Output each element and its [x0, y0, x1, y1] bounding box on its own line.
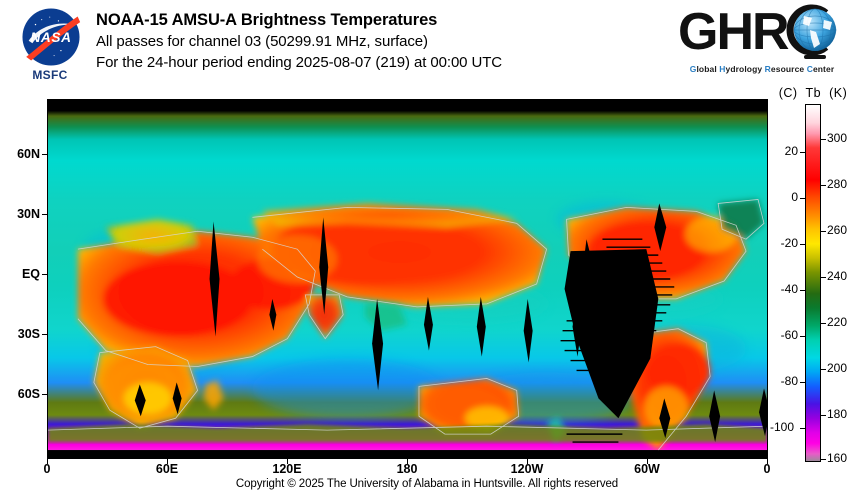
- scanline-gap-overlay: [560, 238, 675, 443]
- svg-text:GHR: GHR: [678, 4, 789, 60]
- lon-tick-120e: [287, 459, 288, 464]
- lon-tick-120w: [527, 459, 528, 464]
- lon-label-60w: 60W: [634, 462, 660, 476]
- lat-label-30n: 30N: [17, 207, 40, 221]
- nasa-meatball-icon: NASA: [22, 8, 81, 66]
- cb-k-200: 200: [827, 361, 848, 375]
- cb-c-20: 20: [784, 144, 798, 158]
- lat-label-60s: 60S: [17, 387, 40, 401]
- lon-label-360: 0: [763, 462, 771, 476]
- lon-tick-0: [47, 459, 48, 464]
- ghrc-wordmark-icon: GHR: [678, 4, 837, 60]
- lon-tick-180: [407, 459, 408, 464]
- cb-c-m80: -80: [780, 374, 798, 388]
- lat-label-60n: 60N: [17, 147, 40, 161]
- cb-k-240: 240: [827, 269, 848, 283]
- lat-tick-eq: [42, 274, 47, 275]
- ghrc-tagline: Global Hydrology Resource Center: [689, 64, 835, 74]
- lat-label-30s: 30S: [17, 327, 40, 341]
- page-subtitle: All passes for channel 03 (50299.91 MHz,…: [96, 33, 428, 50]
- nasa-center-label: MSFC: [32, 68, 68, 82]
- global-brightness-temperature-map[interactable]: [47, 99, 768, 459]
- colorbar-gradient[interactable]: [805, 104, 821, 462]
- map-heatmap-canvas: [48, 100, 767, 458]
- lat-label-eq: EQ: [21, 267, 40, 281]
- cb-c-m20: -20: [780, 236, 798, 250]
- colorbar-header: (C) Tb (K): [772, 86, 854, 100]
- lon-label-0: 0: [43, 462, 51, 476]
- lon-tick-360: [767, 459, 768, 464]
- cb-k-160: 160: [827, 451, 848, 465]
- cb-k-180: 180: [827, 407, 848, 421]
- nasa-logo-block: NASA MSFC: [12, 6, 88, 84]
- lat-tick-60s: [42, 394, 47, 395]
- region-scandinavia: [105, 219, 198, 254]
- colorbar-unit-kelvin: (K): [829, 86, 848, 100]
- lat-tick-30n: [42, 214, 47, 215]
- swath-gap-overlay: [134, 203, 767, 443]
- cb-k-300: 300: [827, 131, 848, 145]
- region-arctic-nodata: [48, 100, 767, 111]
- copyright-notice: Copyright © 2025 The University of Alaba…: [235, 478, 619, 490]
- ghrc-logo-block: GHR Global Hydrology Resource Center: [676, 4, 848, 80]
- cb-c-m100: -100: [769, 420, 794, 434]
- cb-c-m60: -60: [780, 328, 798, 342]
- colorbar-variable: Tb: [805, 86, 822, 100]
- lon-label-120w: 120W: [510, 462, 544, 476]
- page-period: For the 24-hour period ending 2025-08-07…: [96, 54, 503, 71]
- lon-label-60e: 60E: [155, 462, 179, 476]
- lon-tick-60w: [647, 459, 648, 464]
- cb-c-m40: -40: [780, 282, 798, 296]
- cb-k-260: 260: [827, 223, 848, 237]
- svg-text:NASA: NASA: [30, 30, 71, 45]
- lon-tick-60e: [167, 459, 168, 464]
- colorbar-unit-celsius: (C): [778, 86, 798, 100]
- region-greenland: [718, 199, 765, 240]
- region-bottom-nodata: [48, 450, 767, 458]
- cb-c-0: 0: [791, 190, 798, 204]
- region-india: [305, 294, 344, 339]
- lon-label-180: 180: [396, 462, 418, 476]
- page-title: NOAA-15 AMSU-A Brightness Temperatures: [96, 11, 438, 29]
- cb-k-280: 280: [827, 177, 848, 191]
- lat-tick-30s: [42, 334, 47, 335]
- cb-k-220: 220: [827, 315, 848, 329]
- lon-label-120e: 120E: [272, 462, 302, 476]
- title-block: NOAA-15 AMSU-A Brightness Temperatures A…: [96, 10, 716, 73]
- lat-tick-60n: [42, 154, 47, 155]
